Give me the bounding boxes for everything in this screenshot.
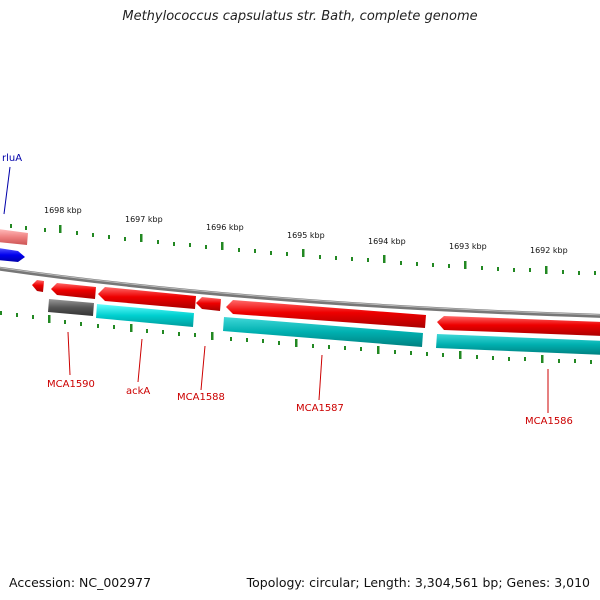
gene-label-rlua: rluA bbox=[2, 153, 22, 164]
gene-label-acka: ackA bbox=[126, 386, 150, 397]
leader-line-acka bbox=[137, 338, 143, 383]
leader-line-rlua bbox=[3, 166, 11, 215]
lower-tick-track bbox=[0, 311, 592, 364]
gene-label-mca1587: MCA1587 bbox=[296, 403, 344, 414]
leader-line-mca1590 bbox=[67, 331, 71, 376]
gene-label-mca1590: MCA1590 bbox=[47, 379, 95, 390]
scale-label-1693: 1693 kbp bbox=[449, 242, 487, 251]
scale-label-1694: 1694 kbp bbox=[368, 237, 406, 246]
gene-box-teal-mca1586 bbox=[436, 334, 600, 355]
topology-text: Topology: circular; Length: 3,304,561 bp… bbox=[246, 575, 590, 590]
map-title: Methylococcus capsulatus str. Bath, comp… bbox=[122, 9, 478, 24]
gene-arrow-mca1590-region bbox=[51, 283, 96, 299]
leader-line-mca1587 bbox=[318, 354, 323, 401]
gene-box-cyan-acka bbox=[96, 304, 194, 327]
upper-tick-track bbox=[10, 224, 596, 275]
gene-box-teal-mca1587 bbox=[223, 317, 423, 347]
scale-label-1698: 1698 kbp bbox=[44, 206, 82, 215]
pink-partial-feature bbox=[0, 229, 28, 245]
scale-label-1695: 1695 kbp bbox=[287, 231, 325, 240]
blue-partial-feature bbox=[0, 248, 25, 262]
accession-text: Accession: NC_002977 bbox=[9, 575, 152, 590]
gene-arrow-mca1586 bbox=[437, 316, 600, 336]
gene-arrow-acka-region bbox=[98, 287, 196, 309]
genome-backbone bbox=[0, 266, 600, 318]
genome-backbone-highlight bbox=[0, 267, 600, 316]
gene-label-mca1586: MCA1586 bbox=[525, 416, 573, 427]
gene-box-grey bbox=[48, 299, 94, 316]
scale-label-1692: 1692 kbp bbox=[530, 246, 568, 255]
gene-arrow-mca1587 bbox=[226, 300, 426, 328]
gene-arrow-mca1588-region bbox=[196, 297, 221, 311]
gene-label-mca1588: MCA1588 bbox=[177, 392, 225, 403]
gene-arrow-small-left bbox=[32, 280, 44, 292]
scale-label-1697: 1697 kbp bbox=[125, 215, 163, 224]
scale-label-1696: 1696 kbp bbox=[206, 223, 244, 232]
leader-line-mca1588 bbox=[200, 345, 206, 391]
